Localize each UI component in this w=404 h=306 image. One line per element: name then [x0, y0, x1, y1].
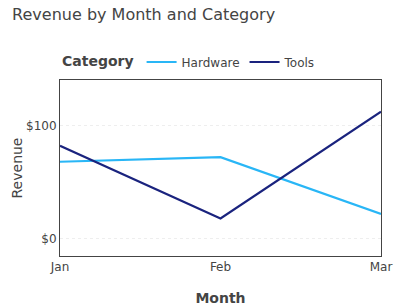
svg-text:Mar: Mar — [370, 260, 393, 274]
svg-text:Revenue by Month and Category: Revenue by Month and Category — [12, 5, 275, 24]
svg-text:Revenue: Revenue — [9, 138, 25, 199]
svg-text:Feb: Feb — [210, 260, 231, 274]
svg-text:Category: Category — [62, 53, 134, 69]
svg-text:Hardware: Hardware — [182, 56, 240, 70]
svg-text:$100: $100 — [26, 119, 57, 133]
svg-text:Month: Month — [195, 290, 245, 306]
svg-text:Tools: Tools — [284, 56, 315, 70]
svg-text:Jan: Jan — [50, 260, 70, 274]
svg-text:$0: $0 — [41, 232, 56, 246]
